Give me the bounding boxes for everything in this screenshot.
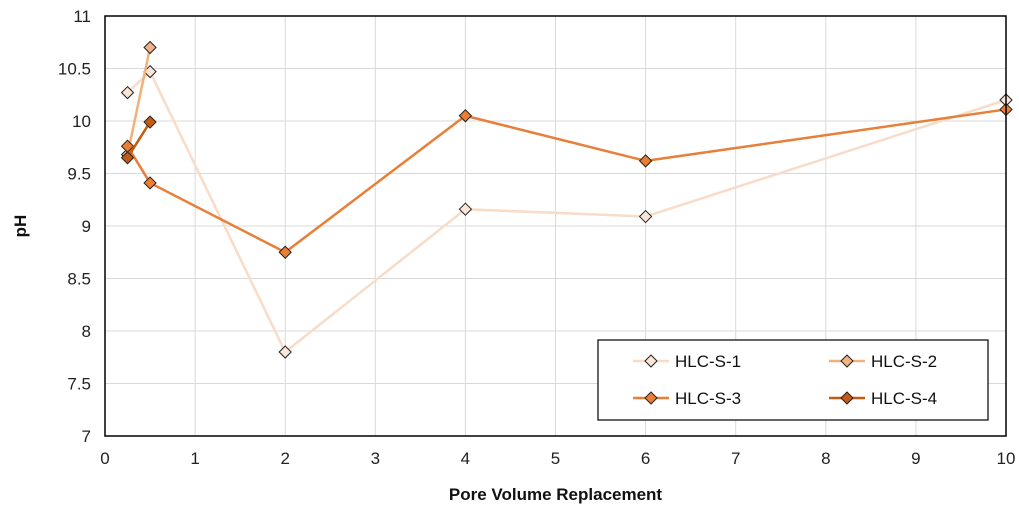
plot-area-frame [104, 15, 1007, 437]
y-tick-label: 8.5 [67, 270, 91, 289]
data-point [143, 176, 157, 190]
data-point [143, 115, 157, 129]
legend-swatch-marker [644, 354, 658, 368]
plot-series [120, 40, 1013, 359]
x-axis-title: Pore Volume Replacement [449, 485, 663, 504]
data-point [120, 85, 135, 100]
x-tick-label: 5 [551, 449, 560, 468]
y-tick-label: 7.5 [67, 375, 91, 394]
series-HLC-S-1 [120, 64, 1013, 359]
y-tick-label: 11 [73, 7, 91, 26]
data-point [638, 154, 653, 168]
legend-label: HLC-S-3 [675, 389, 741, 408]
legend-swatch-marker [840, 391, 854, 405]
y-tick-label: 9.5 [67, 165, 91, 184]
data-point [458, 202, 473, 216]
legend-item: HLC-S-2 [829, 352, 937, 371]
y-tick-label: 7 [82, 427, 91, 446]
data-point [638, 209, 653, 224]
legend: HLC-S-1 HLC-S-2 HLC-S-3 HLC-S-4 [597, 339, 989, 421]
tick-labels: 0 1 2 3 4 5 6 7 8 9 10 7 7.5 8 8.5 9 9.5 10 10.5 11 [58, 7, 1016, 468]
x-tick-label: 3 [371, 449, 380, 468]
series-line [126, 121, 152, 159]
data-point [458, 109, 473, 123]
x-tick-label: 4 [461, 449, 470, 468]
series-line [126, 70, 1007, 354]
data-point [278, 345, 292, 359]
legend-swatch-marker [644, 391, 658, 405]
y-tick-label: 10 [72, 112, 91, 131]
data-point [143, 40, 157, 55]
series-HLC-S-4 [120, 115, 157, 165]
legend-label: HLC-S-4 [871, 389, 937, 408]
legend-item: HLC-S-4 [829, 389, 937, 408]
data-point [278, 245, 292, 259]
x-tick-label: 7 [731, 449, 740, 468]
legend-label: HLC-S-2 [871, 352, 937, 371]
legend-label: HLC-S-1 [675, 352, 741, 371]
x-tick-label: 9 [911, 449, 920, 468]
legend-box [597, 339, 989, 421]
x-tick-label: 10 [997, 449, 1016, 468]
legend-item: HLC-S-1 [633, 352, 741, 371]
x-tick-label: 2 [280, 449, 289, 468]
legend-item: HLC-S-3 [633, 389, 741, 408]
x-tick-label: 0 [100, 449, 109, 468]
series-line [126, 108, 1007, 254]
x-tick-label: 1 [190, 449, 199, 468]
y-tick-label: 10.5 [58, 60, 91, 79]
series-line [126, 47, 152, 155]
data-point [120, 151, 135, 165]
y-tick-label: 9 [82, 217, 91, 236]
y-tick-label: 8 [82, 322, 91, 341]
x-tick-label: 6 [641, 449, 650, 468]
legend-swatch-marker [840, 354, 854, 368]
y-axis-title: pH [11, 215, 30, 238]
x-tick-label: 8 [821, 449, 830, 468]
